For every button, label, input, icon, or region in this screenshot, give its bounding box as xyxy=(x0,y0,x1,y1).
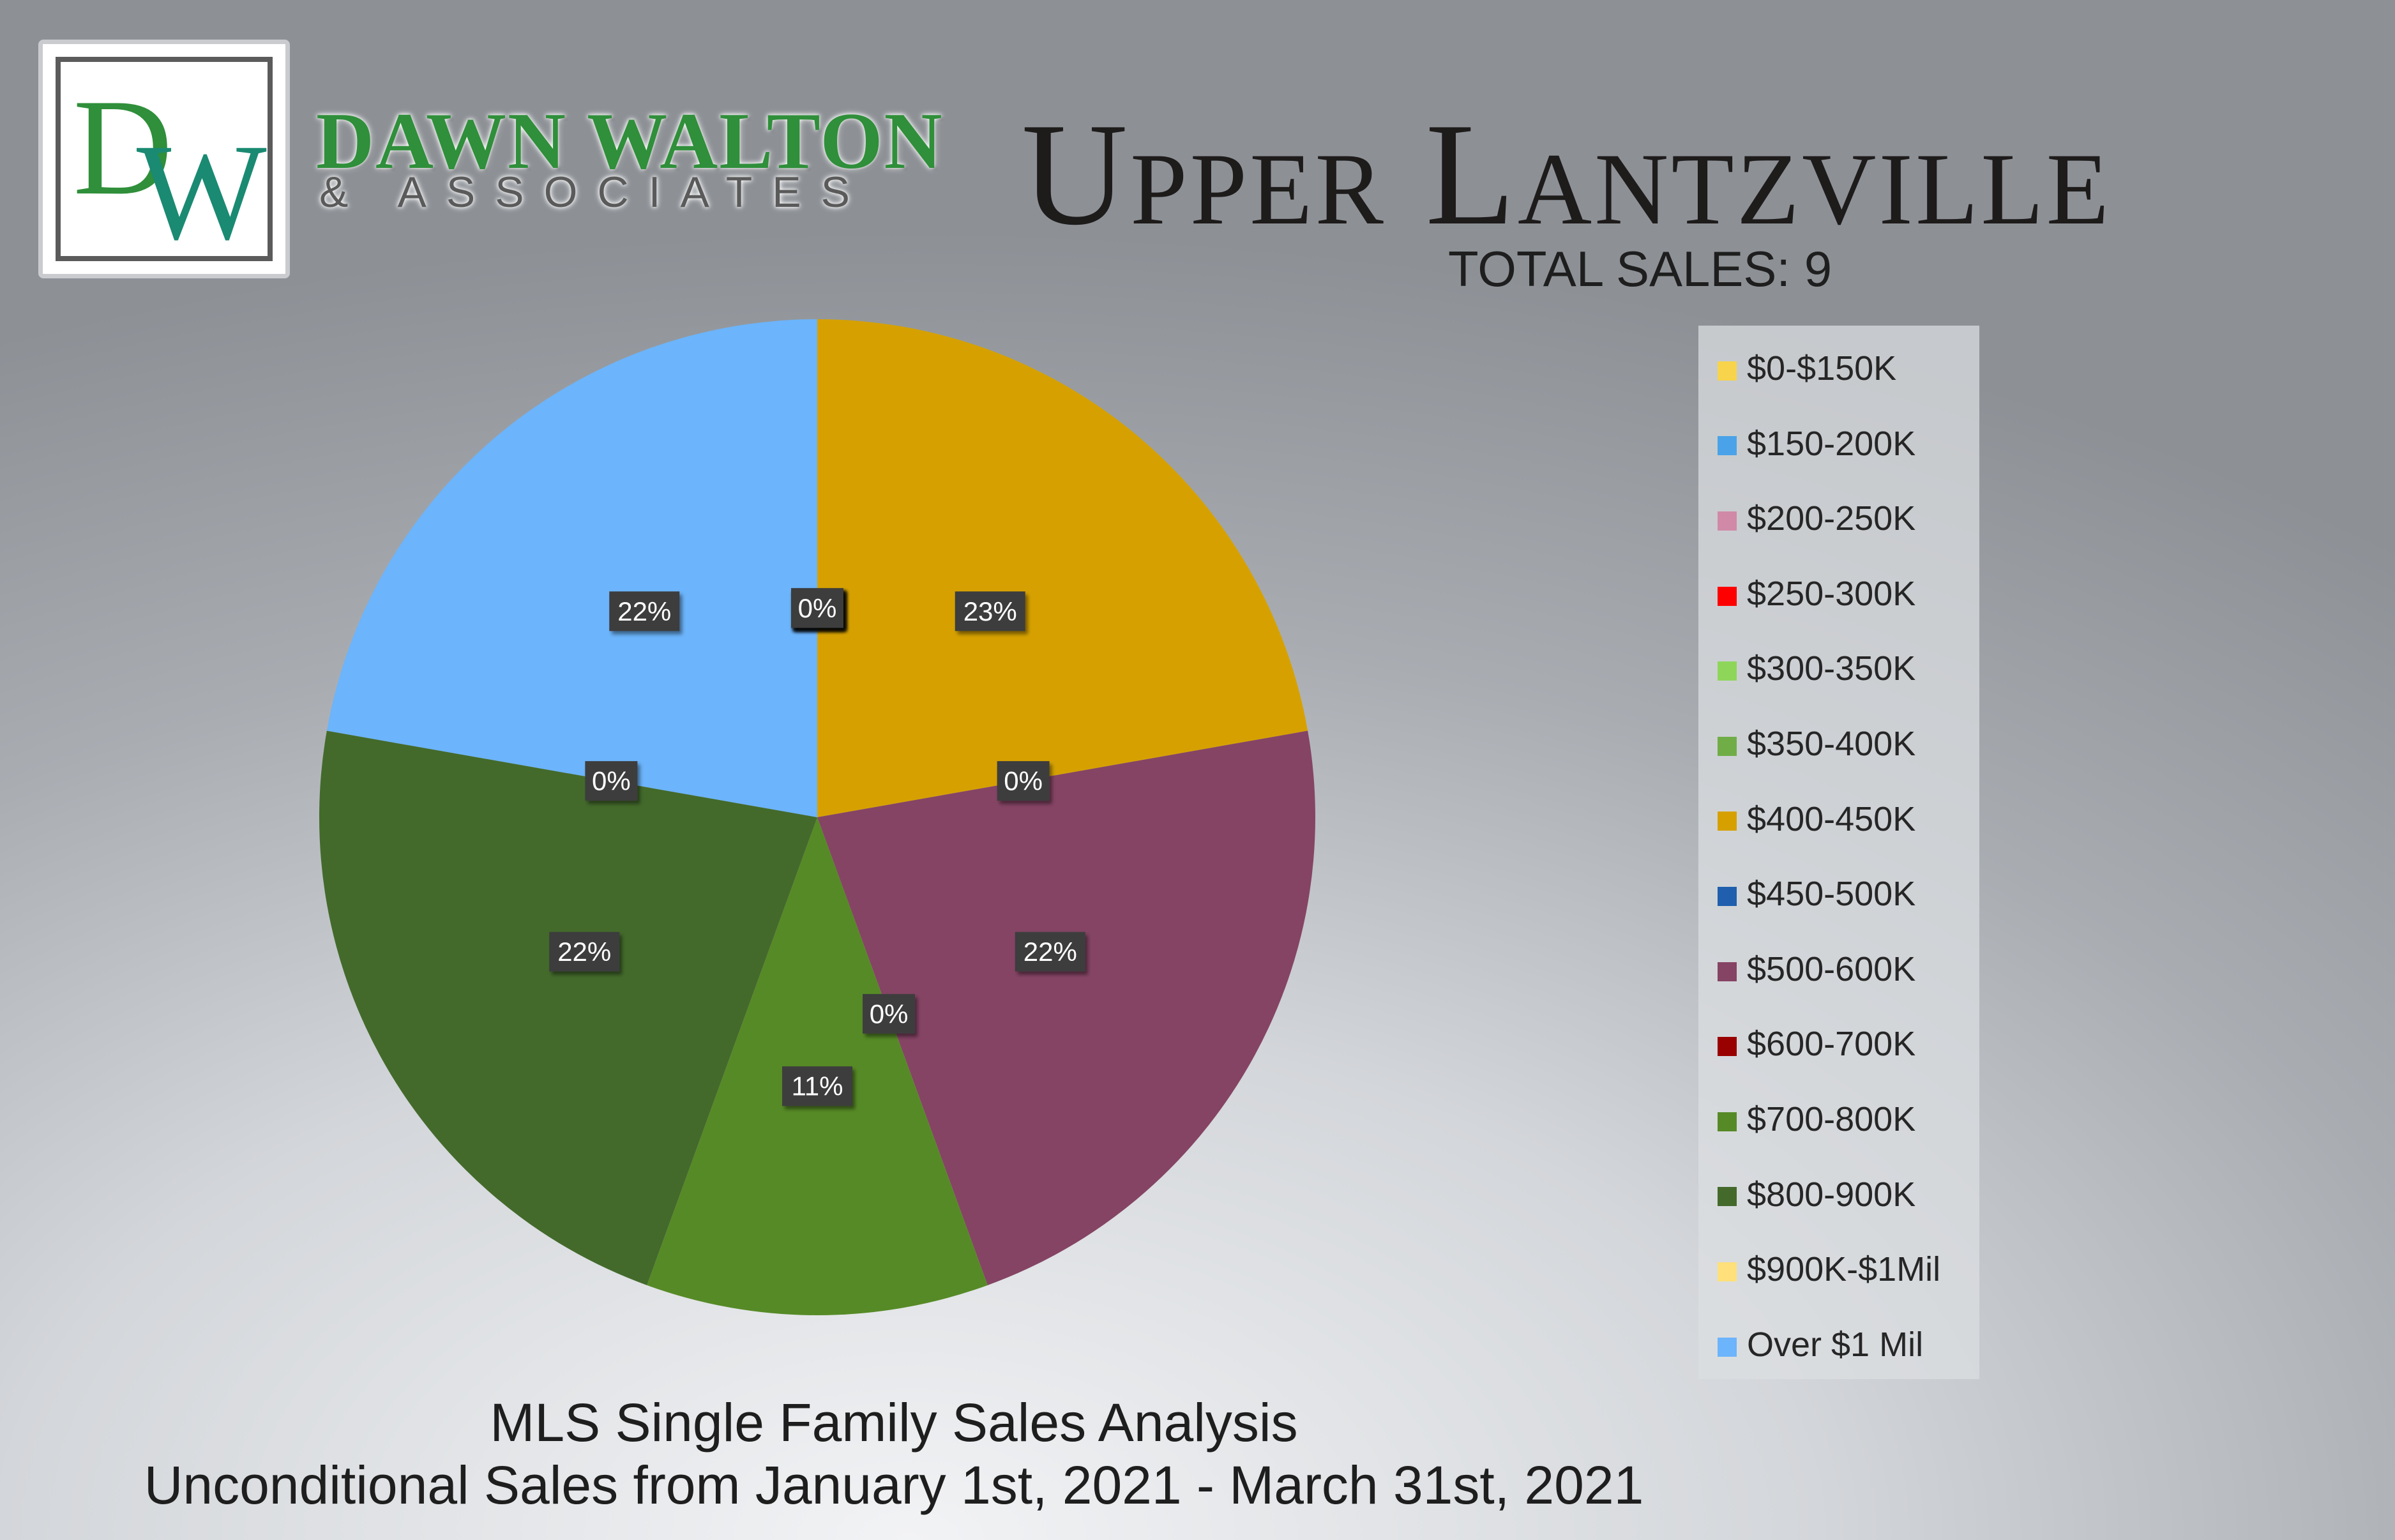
total-sales: TOTAL SALES: 9 xyxy=(1448,241,1832,297)
legend-swatch xyxy=(1718,436,1737,456)
logo-inner: D W xyxy=(56,57,273,261)
svg-text:D: D xyxy=(73,71,172,223)
legend-label: Over $1 Mil xyxy=(1747,1325,1924,1364)
legend-swatch xyxy=(1718,1337,1737,1357)
pie-data-label: 22% xyxy=(1015,932,1085,972)
pie-data-label: 0% xyxy=(863,993,916,1034)
legend-item: $700-800K xyxy=(1718,1097,1915,1142)
legend-item: $200-250K xyxy=(1718,496,1915,541)
legend-label: $600-700K xyxy=(1747,1025,1916,1064)
legend-swatch xyxy=(1718,886,1737,906)
legend-swatch xyxy=(1718,1262,1737,1281)
legend-label: $450-500K xyxy=(1747,875,1916,914)
legend-label: $250-300K xyxy=(1747,574,1916,613)
legend-swatch xyxy=(1718,812,1737,831)
pie-data-label: 22% xyxy=(609,591,680,631)
legend-item: $500-600K xyxy=(1718,947,1915,992)
pie-label-text: 22% xyxy=(1024,937,1077,967)
legend-label: $700-800K xyxy=(1747,1100,1916,1138)
legend-label: $200-250K xyxy=(1747,499,1916,538)
legend-item: $0-$150K xyxy=(1718,346,1896,391)
pie-label-text: 0% xyxy=(798,593,837,623)
pie-data-label: 11% xyxy=(782,1066,852,1106)
legend-item: $900K-$1Mil xyxy=(1718,1247,1940,1292)
legend: $0-$150K $150-200K $200-250K $250-300K $300-… xyxy=(1698,326,1979,1379)
pie-label-text: 22% xyxy=(617,596,671,626)
pie-data-label: 0% xyxy=(585,761,638,801)
pie-label-text: 0% xyxy=(870,999,909,1029)
pie-slice xyxy=(647,817,988,1316)
logo-box: D W xyxy=(38,40,290,278)
pie-data-label: 23% xyxy=(955,591,1025,631)
svg-text:W: W xyxy=(137,116,267,256)
footer-subtitle: Unconditional Sales from January 1st, 20… xyxy=(144,1455,1644,1515)
legend-swatch xyxy=(1718,661,1737,681)
brand-name: DAWN WALTON xyxy=(316,97,944,186)
pie-label-text: 0% xyxy=(592,766,631,796)
pie-slice xyxy=(326,319,817,817)
legend-item: $350-400K xyxy=(1718,721,1915,766)
legend-label: $150-200K xyxy=(1747,424,1916,463)
legend-swatch xyxy=(1718,1112,1737,1131)
pie-label-text: 22% xyxy=(557,937,611,967)
legend-item: $800-900K xyxy=(1718,1172,1915,1217)
legend-swatch xyxy=(1718,1037,1737,1057)
legend-swatch xyxy=(1718,361,1737,381)
legend-item: $450-500K xyxy=(1718,872,1915,916)
legend-item: $400-450K xyxy=(1718,797,1915,842)
pie-label-text: 23% xyxy=(963,596,1017,626)
pie-data-label: 22% xyxy=(549,932,620,972)
legend-swatch xyxy=(1718,1187,1737,1207)
legend-label: $800-900K xyxy=(1747,1175,1916,1214)
pie-slice xyxy=(817,319,1308,817)
pie-label-text: 11% xyxy=(792,1071,843,1101)
legend-item: Over $1 Mil xyxy=(1718,1322,1923,1367)
dw-monogram-icon: D W xyxy=(73,71,267,256)
legend-label: $400-450K xyxy=(1747,799,1916,838)
legend-label: $0-$150K xyxy=(1747,349,1897,388)
legend-swatch xyxy=(1718,736,1737,756)
pie-label-text: 0% xyxy=(1004,766,1043,796)
legend-swatch xyxy=(1718,586,1737,606)
pie-slice xyxy=(319,730,818,1285)
pie-data-label: 0% xyxy=(791,588,843,628)
legend-swatch xyxy=(1718,511,1737,531)
legend-item: $300-350K xyxy=(1718,646,1915,691)
legend-label: $500-600K xyxy=(1747,949,1916,988)
legend-item: $600-700K xyxy=(1718,1022,1915,1066)
pie-slice xyxy=(817,730,1316,1285)
page-title: Upper Lantzville xyxy=(1022,93,2112,255)
footer-title: MLS Single Family Sales Analysis xyxy=(490,1393,1298,1453)
pie-data-label: 0% xyxy=(997,761,1050,801)
legend-label: $300-350K xyxy=(1747,649,1916,688)
legend-label: $900K-$1Mil xyxy=(1747,1250,1941,1289)
brand-subtitle: & ASSOCIATES xyxy=(319,168,870,216)
legend-item: $250-300K xyxy=(1718,571,1915,616)
legend-item: $150-200K xyxy=(1718,421,1915,466)
legend-label: $350-400K xyxy=(1747,725,1916,763)
legend-swatch xyxy=(1718,962,1737,981)
